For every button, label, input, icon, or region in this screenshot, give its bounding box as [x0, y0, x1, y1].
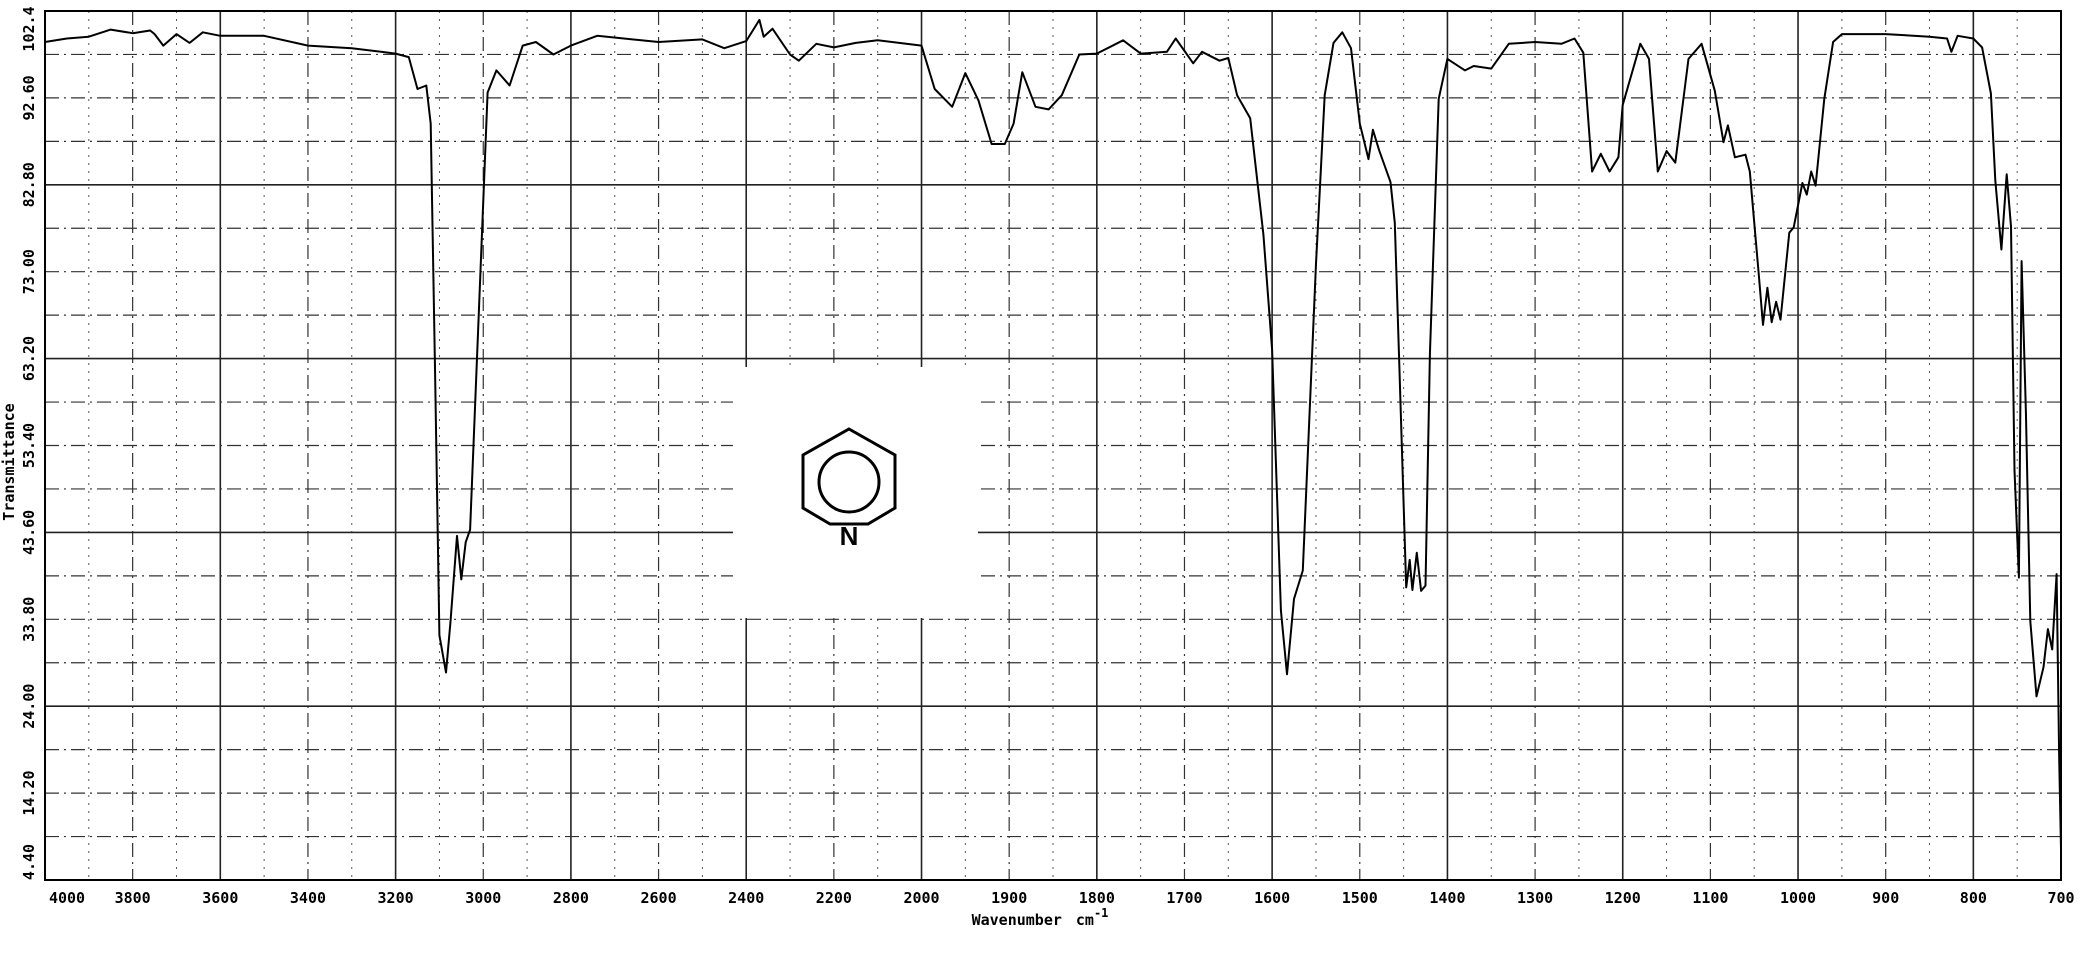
y-tick-label: 82.80: [20, 162, 38, 207]
pyridine-ring: [801, 427, 897, 526]
x-tick-label: 1100: [1692, 889, 1728, 907]
y-tick-label: 63.20: [20, 336, 38, 381]
y-tick-label: 53.40: [20, 423, 38, 468]
x-axis-unit-exponent: -1: [1094, 906, 1108, 920]
pyridine-structure: N: [801, 427, 897, 551]
y-tick-label: 14.20: [20, 771, 38, 816]
x-tick-label: 4000: [49, 889, 85, 907]
y-tick-label: 102.4: [20, 6, 38, 51]
nitrogen-label: N: [840, 521, 859, 551]
x-tick-label: 3600: [202, 889, 238, 907]
x-tick-label: 2400: [728, 889, 764, 907]
x-tick-label: 2600: [641, 889, 677, 907]
x-tick-label: 3800: [115, 889, 151, 907]
x-tick-label: 1200: [1605, 889, 1641, 907]
y-tick-label: 92.60: [20, 75, 38, 120]
x-tick-label: 1900: [991, 889, 1027, 907]
x-tick-labels: 4000 3800 3600 3400 3200 3000 2800 2600 2400 2200…: [49, 889, 2075, 907]
x-tick-label: 1800: [1079, 889, 1115, 907]
y-tick-label: 73.00: [20, 249, 38, 294]
y-tick-label: 43.60: [20, 510, 38, 555]
x-tick-label: 2000: [903, 889, 939, 907]
x-tick-label: 1300: [1517, 889, 1553, 907]
x-tick-label: 3400: [290, 889, 326, 907]
x-axis-unit: cm: [1076, 911, 1094, 929]
y-tick-labels: 4.40 14.20 24.00 33.80 43.60 53.40 63.20 73.00 8…: [20, 6, 38, 880]
x-tick-label: 1700: [1166, 889, 1202, 907]
y-axis-title: Transmittance: [0, 403, 18, 520]
x-tick-label: 2800: [553, 889, 589, 907]
x-tick-label: 2200: [816, 889, 852, 907]
x-tick-label: 1000: [1780, 889, 1816, 907]
y-tick-label: 24.00: [20, 684, 38, 729]
x-tick-label: 1500: [1342, 889, 1378, 907]
x-tick-label: 3200: [378, 889, 414, 907]
aromatic-circle: [817, 450, 881, 514]
x-tick-label: 3000: [465, 889, 501, 907]
x-tick-label: 800: [1960, 889, 1987, 907]
y-tick-label: 33.80: [20, 597, 38, 642]
plot-frame: [44, 10, 2062, 881]
x-axis-label: Wavenumber: [972, 911, 1062, 929]
x-tick-label: 700: [2047, 889, 2074, 907]
grid: [44, 10, 2062, 881]
x-tick-label: 900: [1872, 889, 1899, 907]
spectrum-line: [44, 18, 2062, 849]
structure-panel: [733, 367, 978, 618]
x-tick-label: 1400: [1429, 889, 1465, 907]
y-tick-label: 4.40: [20, 844, 38, 880]
x-axis-title: Wavenumber cm-1: [972, 906, 1109, 929]
x-tick-label: 1600: [1254, 889, 1290, 907]
